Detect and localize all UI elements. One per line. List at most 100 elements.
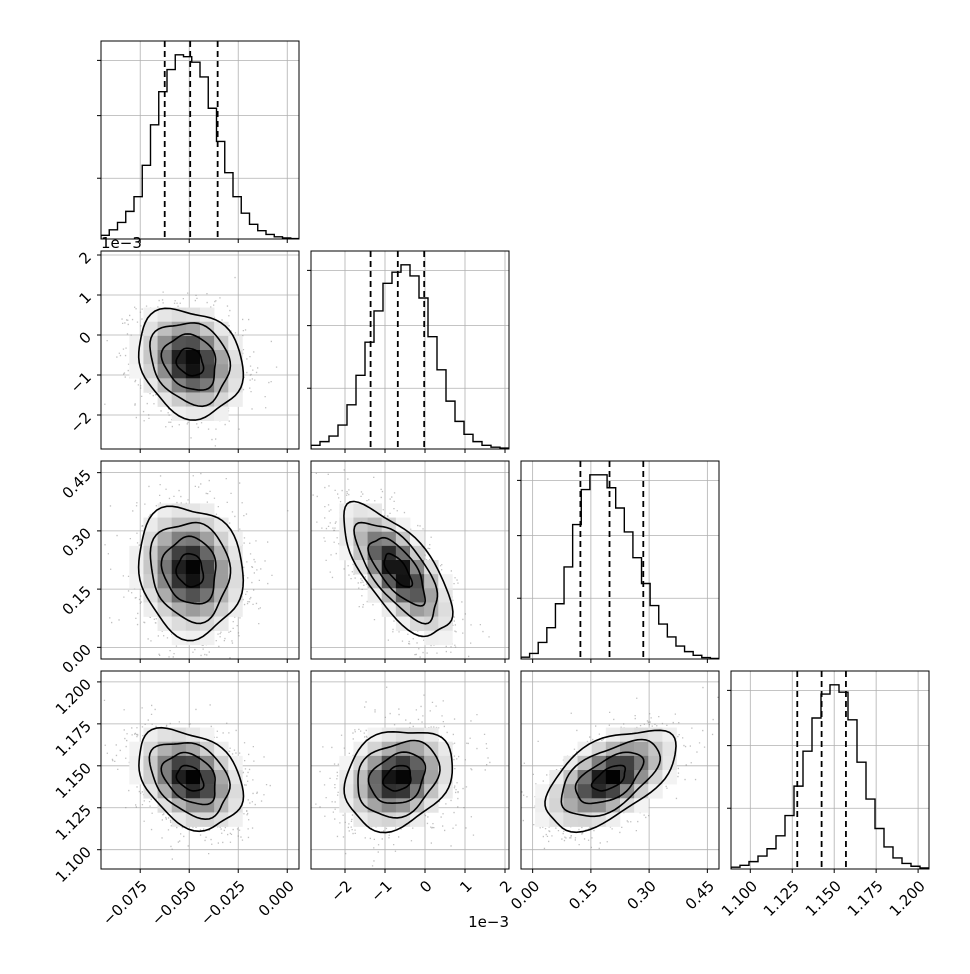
density-cell	[129, 755, 144, 771]
density-cell	[214, 588, 229, 603]
density-cell	[339, 784, 354, 799]
x-tick-label: 1.100	[718, 877, 761, 920]
density-cell	[157, 335, 173, 351]
density-cell	[200, 350, 215, 365]
density-cell	[185, 350, 201, 365]
x-tick-label: 1.175	[844, 877, 887, 920]
contour-level-2	[560, 738, 661, 818]
density-cell	[157, 350, 173, 365]
density-cell	[381, 517, 397, 533]
density-cell	[591, 770, 607, 785]
contour-level-1	[367, 536, 427, 607]
density-cell	[171, 531, 187, 547]
density-cell	[185, 406, 201, 422]
density-cell	[228, 574, 243, 589]
scatter-panel-3-1	[310, 670, 510, 870]
density-cell	[171, 616, 187, 632]
density-cell	[353, 798, 368, 813]
density-cell	[214, 517, 229, 533]
x-tick-label: −0.025	[197, 877, 249, 929]
density-cell	[171, 350, 187, 365]
scatter-points	[521, 686, 719, 850]
histogram-step-2	[521, 474, 719, 659]
density-cell	[185, 560, 201, 575]
density-cell	[410, 727, 425, 743]
density-cell	[634, 784, 649, 799]
density-cell	[563, 784, 578, 799]
x-tick-label: 0.30	[624, 877, 660, 913]
x-tick-label: 0.15	[565, 877, 601, 913]
density-cell	[563, 770, 578, 785]
density-cell	[424, 630, 439, 646]
density-cell	[143, 517, 158, 533]
density-cell	[381, 588, 397, 603]
y-tick-label: −2	[67, 408, 95, 436]
density-cell	[200, 378, 215, 393]
density-cell	[143, 755, 158, 771]
density-cell	[228, 798, 243, 813]
density-cell	[367, 798, 383, 813]
y-tick-label: 1	[76, 288, 95, 307]
density-cell	[620, 755, 635, 771]
density-cell	[353, 770, 368, 785]
density-cell	[214, 770, 229, 785]
density-cell	[185, 630, 201, 646]
density-cell	[367, 755, 383, 771]
density-cell	[200, 770, 215, 785]
density-cell	[157, 560, 173, 575]
density-cell	[549, 784, 564, 799]
density-cell	[648, 770, 663, 785]
density-cell	[228, 350, 243, 365]
density-cell	[185, 812, 201, 827]
density-cell	[200, 588, 215, 603]
density-cell	[367, 545, 383, 561]
density-cell	[228, 378, 243, 393]
density-cell	[591, 798, 607, 813]
y-tick-label: −1	[67, 368, 95, 396]
density-cell	[395, 770, 411, 785]
density-cell	[200, 602, 215, 617]
density-cell	[185, 321, 201, 337]
y-tick-label: 1.200	[52, 675, 95, 718]
density-cell	[577, 770, 593, 785]
contour-level-3	[343, 730, 454, 834]
density-cell	[143, 560, 158, 575]
density-cell	[395, 517, 411, 533]
density-cell	[200, 784, 215, 799]
density-cell	[438, 630, 453, 646]
contour-level-0	[382, 764, 412, 792]
density-cell	[157, 727, 173, 743]
density-cell	[171, 364, 187, 379]
density-cell	[381, 798, 397, 813]
contour-level-2	[353, 521, 439, 625]
axes-frame	[100, 250, 300, 450]
density-cell	[424, 727, 439, 743]
density-cell	[171, 392, 187, 407]
x-tick-label: 0	[416, 877, 435, 896]
density-cell	[157, 602, 173, 617]
density-cell	[605, 812, 621, 827]
scatter-panel-2-0	[100, 460, 300, 660]
y-tick-label: 0.00	[59, 641, 95, 677]
y-tick-label: 1.100	[52, 843, 95, 886]
density-cell	[662, 770, 677, 785]
density-cell	[185, 335, 201, 351]
density-cell	[605, 727, 621, 743]
density-cell	[185, 531, 201, 547]
x-tick-label: −0.050	[148, 877, 200, 929]
histogram-step-0	[101, 54, 299, 239]
density-cell	[129, 350, 144, 365]
contour-level-1	[160, 535, 217, 605]
scatter-panel-3-2	[520, 670, 720, 870]
density-cell	[143, 602, 158, 617]
density-cell	[143, 784, 158, 799]
density-cell	[395, 588, 411, 603]
density-cell	[157, 364, 173, 379]
density-cell	[171, 770, 187, 785]
density-cell	[395, 784, 411, 799]
density-cell	[157, 321, 173, 337]
density-cell	[563, 798, 578, 813]
density-cell	[381, 784, 397, 799]
x-tick-label: −0.075	[99, 877, 151, 929]
density-cell	[157, 378, 173, 393]
